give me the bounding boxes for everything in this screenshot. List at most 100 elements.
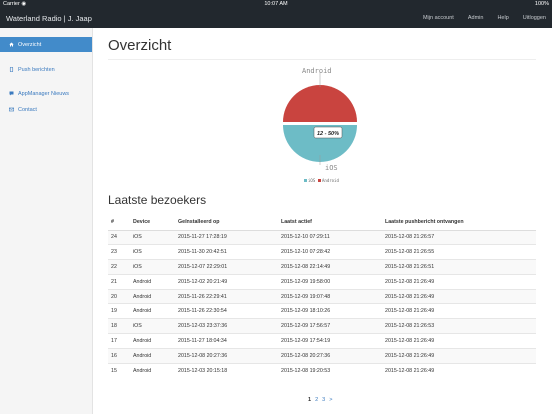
cell-last-active: 2015-12-09 17:56:57	[278, 318, 382, 334]
cell-last-active: 2015-12-10 07:29:11	[278, 229, 382, 245]
cell-installed: 2015-11-26 22:29:41	[175, 288, 278, 304]
cell-last-active: 2015-12-09 19:07:48	[278, 288, 382, 304]
cell-device: Android	[130, 333, 175, 349]
sidebar-item-contact[interactable]: Contact	[0, 102, 92, 117]
table-row: 23 iOS 2015-11-30 20:42:51 2015-12-10 07:28…	[108, 244, 536, 260]
table-row: 20 Android 2015-11-26 22:29:41 2015-12-09 1…	[108, 288, 536, 304]
cell-last-active: 2015-12-10 07:28:42	[278, 244, 382, 260]
sidebar-item-label: Overzicht	[18, 41, 42, 48]
page-link-3[interactable]: 3	[322, 397, 326, 403]
cell-last-active: 2015-12-09 17:54:19	[278, 333, 382, 349]
page-link-1[interactable]: 1	[308, 397, 312, 403]
cell-last-push: 2015-12-08 21:26:49	[382, 303, 536, 319]
table-row: 15 Android 2015-12-03 20:15:18 2015-12-08 1…	[108, 362, 536, 378]
table-row: 21 Android 2015-12-02 20:21:49 2015-12-09 1…	[108, 273, 536, 290]
col-header-device[interactable]: Device	[130, 215, 175, 231]
cell-device: Android	[130, 273, 175, 290]
cell-installed: 2015-12-03 23:37:36	[175, 318, 278, 334]
cell-device: Android	[130, 303, 175, 319]
table-row: 24 iOS 2015-11-27 17:28:19 2015-12-10 07:29…	[108, 229, 536, 245]
cell-installed: 2015-12-07 22:29:01	[175, 259, 278, 275]
home-icon	[9, 42, 14, 47]
cell-installed: 2015-11-27 18:04:34	[175, 333, 278, 349]
phone-icon	[9, 67, 14, 72]
slice-label-ios: iOS	[325, 164, 338, 172]
cell-installed: 2015-12-03 20:15:18	[175, 362, 278, 378]
battery-indicator: 100%	[534, 1, 549, 7]
cell-installed: 2015-12-08 20:27:36	[175, 347, 278, 364]
table-row: 17 Android 2015-11-27 18:04:34 2015-12-09 1…	[108, 333, 536, 349]
comment-icon	[9, 91, 14, 96]
cell-number: 18	[108, 318, 130, 334]
cell-installed: 2015-12-02 20:21:49	[175, 273, 278, 290]
nav-link-logout[interactable]: Uitloggen	[522, 15, 546, 21]
sidebar-item-news[interactable]: AppManager Nieuws	[0, 86, 92, 101]
cell-last-push: 2015-12-08 21:26:49	[382, 333, 536, 349]
next-page-link[interactable]: >	[329, 397, 333, 403]
table-header-row: # Device Geïnstalleerd op Laatst actief …	[108, 215, 536, 231]
cell-device: Android	[130, 288, 175, 304]
cell-number: 15	[108, 362, 130, 378]
cell-last-push: 2015-12-08 21:26:55	[382, 244, 536, 260]
sidebar-item-label: Contact	[18, 106, 37, 113]
envelope-icon	[9, 107, 14, 112]
legend-label-ios: iOS	[308, 178, 316, 183]
section-title: Laatste bezoekers	[108, 193, 207, 207]
cell-last-push: 2015-12-08 21:26:57	[382, 229, 536, 245]
cell-number: 23	[108, 244, 130, 260]
cell-installed: 2015-11-27 17:28:19	[175, 229, 278, 245]
nav-link-help[interactable]: Help	[497, 15, 509, 21]
cell-last-push: 2015-12-08 21:26:49	[382, 347, 536, 364]
cell-last-push: 2015-12-08 21:26:49	[382, 273, 536, 290]
brand-title[interactable]: Waterland Radio | J. Jaap	[6, 14, 92, 23]
cell-number: 22	[108, 259, 130, 275]
col-header-last-push[interactable]: Laatste pushbericht ontvangen	[382, 215, 536, 231]
cell-installed: 2015-11-26 22:30:54	[175, 303, 278, 319]
sidebar-item-overzicht[interactable]: Overzicht	[0, 37, 92, 52]
pagination: 1 2 3 >	[308, 397, 332, 403]
cell-last-active: 2015-12-09 19:58:00	[278, 273, 382, 290]
pie-slice-android[interactable]	[283, 85, 357, 122]
table-row: 19 Android 2015-11-26 22:30:54 2015-12-09 1…	[108, 303, 536, 319]
slice-label-android: Android	[302, 67, 332, 75]
cell-device: Android	[130, 362, 175, 378]
cell-device: iOS	[130, 229, 175, 245]
col-header-last-active[interactable]: Laatst actief	[278, 215, 382, 231]
tooltip-box	[313, 126, 343, 139]
table-row: 18 iOS 2015-12-03 23:37:36 2015-12-09 17:56…	[108, 318, 536, 334]
cell-device: iOS	[130, 318, 175, 334]
sidebar-item-label: AppManager Nieuws	[18, 90, 70, 97]
tooltip-text: 12 - 50%	[317, 131, 339, 137]
cell-number: 17	[108, 333, 130, 349]
cell-number: 24	[108, 229, 130, 245]
cell-device: iOS	[130, 244, 175, 260]
table-row: 16 Android 2015-12-08 20:27:36 2015-12-08 2…	[108, 347, 536, 364]
table-body: 24 iOS 2015-11-27 17:28:19 2015-12-10 07:29…	[108, 229, 536, 378]
sidebar: Overzicht Push berichten AppManager Nieu…	[0, 28, 93, 414]
legend-swatch-ios	[304, 179, 307, 182]
cell-device: iOS	[130, 259, 175, 275]
cell-last-active: 2015-12-08 20:27:36	[278, 347, 382, 364]
carrier-label: Carrier ◉	[3, 1, 27, 7]
device-pie-chart: Android iOS 12 - 50% iOS Android	[283, 67, 357, 183]
sidebar-item-label: Push berichten	[18, 66, 55, 73]
sidebar-item-push[interactable]: Push berichten	[0, 62, 92, 77]
legend-label-android: Android	[322, 178, 339, 183]
page-link-2[interactable]: 2	[315, 397, 319, 403]
col-header-number[interactable]: #	[108, 215, 130, 231]
cell-number: 21	[108, 273, 130, 290]
cell-last-push: 2015-12-08 21:26:49	[382, 362, 536, 378]
cell-last-push: 2015-12-08 21:26:53	[382, 318, 536, 334]
cell-last-push: 2015-12-08 21:26:51	[382, 259, 536, 275]
top-navbar: Waterland Radio | J. Jaap Mijn account A…	[0, 9, 552, 28]
page-title: Overzicht	[108, 37, 172, 54]
nav-link-account[interactable]: Mijn account	[422, 15, 454, 21]
cell-number: 20	[108, 288, 130, 304]
nav-links: Mijn account Admin Help Uitloggen	[423, 15, 546, 21]
status-bar: Carrier ◉ 10:07 AM 100%	[0, 0, 552, 9]
table-row: 22 iOS 2015-12-07 22:29:01 2015-12-08 22:14…	[108, 259, 536, 275]
cell-last-active: 2015-12-08 22:14:49	[278, 259, 382, 275]
cell-last-active: 2015-12-08 19:20:53	[278, 362, 382, 378]
nav-link-admin[interactable]: Admin	[467, 15, 484, 21]
col-header-installed[interactable]: Geïnstalleerd op	[175, 215, 278, 231]
